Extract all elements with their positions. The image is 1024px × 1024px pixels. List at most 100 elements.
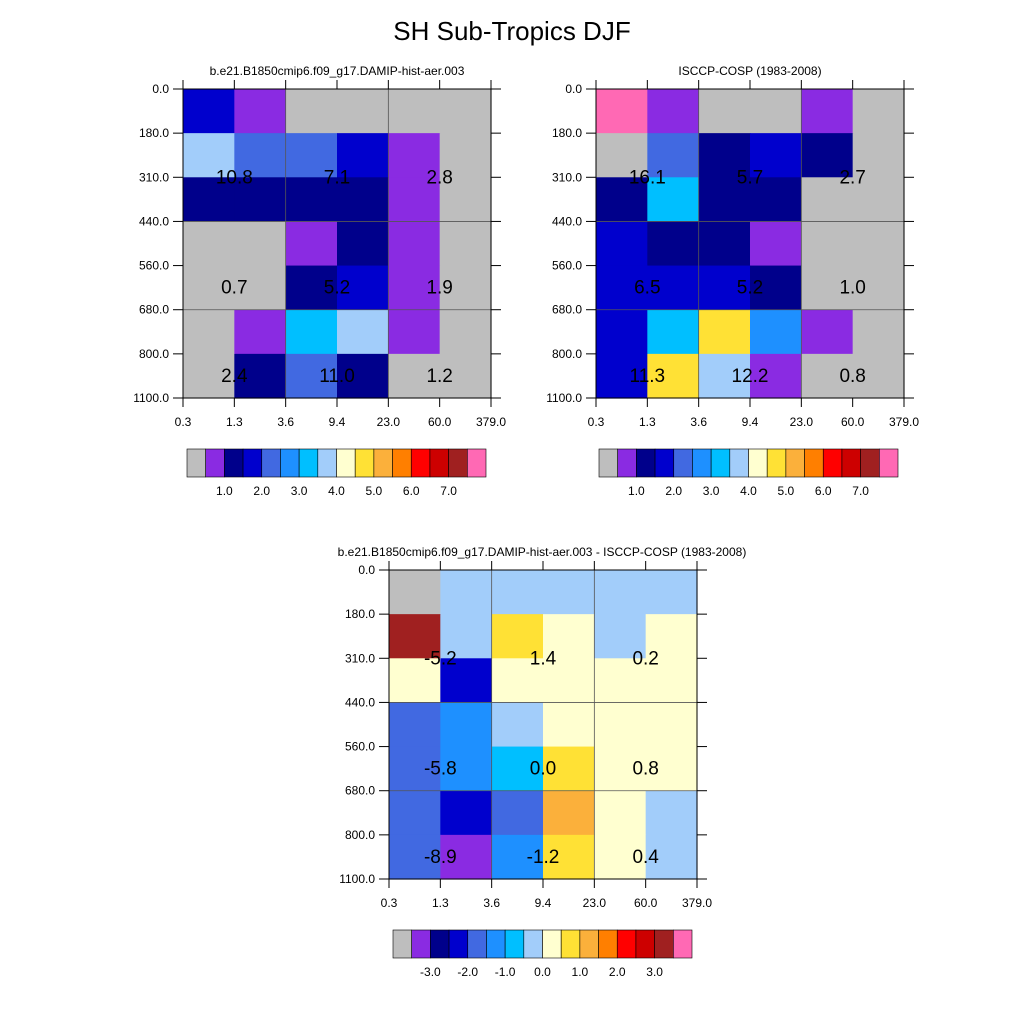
- colorbar-swatch: [205, 448, 225, 478]
- colorbar-swatch: [504, 929, 525, 959]
- heatmap-cell: [596, 265, 648, 311]
- heatmap-cell: [491, 570, 544, 615]
- heatmap-cell: [285, 133, 338, 178]
- y-tick-label: 560.0: [139, 259, 169, 273]
- data-label: 5.2: [737, 278, 763, 299]
- heatmap-cell: [389, 614, 441, 659]
- heatmap-cell: [543, 746, 595, 792]
- colorbar-label: 1.0: [572, 965, 589, 979]
- colorbar-label: 2.0: [665, 484, 682, 498]
- data-label: 0.8: [632, 759, 658, 780]
- heatmap-cell: [596, 353, 648, 399]
- colorbar-swatch: [392, 448, 412, 478]
- heatmap-cell: [183, 353, 235, 399]
- heatmap-cell: [801, 221, 854, 267]
- heatmap-cell: [491, 834, 544, 880]
- heatmap-cell: [440, 570, 493, 615]
- heatmap-cell: [645, 702, 698, 748]
- colorbar-swatch: [336, 448, 356, 478]
- y-tick-label: 440.0: [345, 695, 375, 709]
- heatmap-cell: [439, 89, 492, 134]
- heatmap-cell: [801, 177, 854, 223]
- heatmap-cell: [183, 133, 235, 178]
- colorbar-swatch: [692, 448, 712, 478]
- x-tick-label: 379.0: [682, 896, 712, 910]
- heatmap-cell: [388, 177, 441, 223]
- y-tick-label: 800.0: [552, 347, 582, 361]
- heatmap-cell: [389, 570, 441, 615]
- x-tick-label: 379.0: [476, 415, 506, 429]
- data-label: 2.7: [839, 167, 865, 188]
- heatmap-cell: [491, 746, 544, 792]
- heatmap-cell: [852, 89, 905, 134]
- colorbar-swatch: [448, 448, 468, 478]
- data-label: 1.0: [839, 278, 865, 299]
- x-tick-label: 60.0: [428, 415, 452, 429]
- heatmap-cell: [439, 133, 492, 178]
- heatmap-panel-2: 0.0 180.0 310.0 440.0 560.0 680.0 800.0 1100.0 0…: [339, 561, 712, 979]
- y-tick-label: 1100.0: [546, 391, 582, 405]
- colorbar-label: 3.0: [646, 965, 663, 979]
- x-tick-label: 23.0: [583, 896, 607, 910]
- heatmap-cell: [388, 353, 441, 399]
- colorbar-label: 2.0: [253, 484, 270, 498]
- colorbar-swatch: [654, 448, 675, 478]
- heatmap-cell: [698, 89, 751, 134]
- y-tick-label: 180.0: [345, 607, 375, 621]
- colorbar-swatch: [598, 448, 618, 478]
- data-label: -8.9: [424, 847, 457, 868]
- y-tick-label: 0.0: [152, 82, 169, 96]
- data-label: 7.1: [324, 167, 350, 188]
- colorbar-swatch: [242, 448, 263, 478]
- data-label: 0.2: [632, 648, 658, 669]
- colorbar-label: 6.0: [815, 484, 832, 498]
- heatmap-cell: [183, 309, 235, 355]
- y-tick-label: 560.0: [552, 259, 582, 273]
- colorbar-swatch: [598, 929, 618, 959]
- heatmap-cell: [801, 265, 854, 311]
- heatmap-cell: [440, 834, 493, 880]
- heatmap-cell: [285, 309, 338, 355]
- heatmap-cell: [543, 834, 595, 880]
- colorbar-swatch: [486, 929, 506, 959]
- heatmap-cell: [594, 790, 647, 836]
- heatmap-cell: [388, 133, 441, 178]
- colorbar-swatch: [280, 448, 300, 478]
- heatmap-cell: [645, 658, 698, 704]
- panel-observations-title: ISCCP-COSP (1983-2008): [678, 64, 822, 78]
- y-tick-label: 180.0: [552, 126, 582, 140]
- y-tick-label: 440.0: [552, 214, 582, 228]
- heatmap-cell: [183, 177, 235, 223]
- data-label: 1.2: [426, 366, 452, 387]
- heatmap-cell: [440, 746, 493, 792]
- heatmap-cell: [750, 89, 802, 134]
- heatmap-cell: [645, 790, 698, 836]
- x-tick-label: 3.6: [690, 415, 707, 429]
- heatmap-cell: [801, 309, 854, 355]
- heatmap-cell: [543, 614, 595, 659]
- x-tick-label: 0.3: [588, 415, 605, 429]
- heatmap-cell: [491, 702, 544, 748]
- heatmap-cell: [440, 702, 493, 748]
- y-tick-label: 680.0: [552, 303, 582, 317]
- heatmap-cell: [388, 221, 441, 267]
- heatmap-cell: [594, 614, 647, 659]
- colorbar-label: 4.0: [740, 484, 757, 498]
- colorbar-swatch: [804, 448, 824, 478]
- heatmap-cell: [647, 353, 700, 399]
- heatmap-cell: [285, 221, 338, 267]
- heatmap-cell: [647, 89, 700, 134]
- y-tick-label: 1100.0: [133, 391, 169, 405]
- heatmap-cell: [647, 309, 700, 355]
- heatmap-cell: [389, 746, 441, 792]
- heatmap-cell: [750, 353, 802, 399]
- heatmap-cell: [183, 265, 235, 311]
- heatmap-cell: [594, 570, 647, 615]
- y-tick-label: 0.0: [565, 82, 582, 96]
- heatmap-cell: [389, 834, 441, 880]
- colorbar-swatch: [261, 448, 281, 478]
- y-tick-label: 310.0: [552, 170, 582, 184]
- y-tick-label: 440.0: [139, 214, 169, 228]
- colorbar-swatch: [673, 448, 693, 478]
- y-tick-label: 680.0: [345, 784, 375, 798]
